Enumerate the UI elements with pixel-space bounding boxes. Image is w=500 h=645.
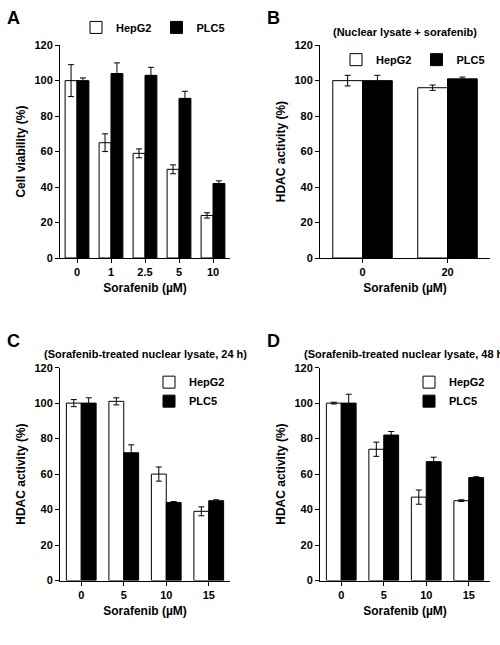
svg-text:60: 60 [301,145,313,157]
svg-text:10: 10 [160,589,172,601]
svg-text:2.5: 2.5 [137,266,152,278]
svg-text:0: 0 [47,574,53,586]
svg-text:(Sorafenib-treated nuclear lys: (Sorafenib-treated nuclear lysate, 24 h) [44,348,247,360]
svg-text:15: 15 [203,589,215,601]
svg-text:PLC5: PLC5 [449,395,477,407]
svg-text:40: 40 [41,503,53,515]
svg-text:10: 10 [420,589,432,601]
svg-text:80: 80 [41,110,53,122]
svg-text:A: A [7,8,20,28]
svg-text:HDAC activity (%): HDAC activity (%) [274,101,288,202]
svg-text:0: 0 [359,266,365,278]
svg-text:100: 100 [294,74,312,86]
svg-text:20: 20 [41,216,53,228]
svg-text:HepG2: HepG2 [116,22,151,34]
svg-text:60: 60 [41,468,53,480]
svg-text:10: 10 [207,266,219,278]
svg-text:(Nuclear lysate + sorafenib): (Nuclear lysate + sorafenib) [333,26,477,38]
svg-text:120: 120 [294,39,312,51]
svg-text:0: 0 [74,266,80,278]
svg-text:HepG2: HepG2 [449,376,484,388]
svg-text:20: 20 [301,216,313,228]
svg-text:PLC5: PLC5 [456,54,484,66]
svg-text:15: 15 [463,589,475,601]
svg-text:Sorafenib (µM): Sorafenib (µM) [363,604,447,618]
svg-text:80: 80 [41,432,53,444]
svg-text:HDAC activity (%): HDAC activity (%) [274,423,288,524]
svg-text:PLC5: PLC5 [196,22,224,34]
svg-text:120: 120 [34,362,52,374]
svg-text:0: 0 [307,252,313,264]
svg-text:60: 60 [301,468,313,480]
svg-text:B: B [267,8,280,28]
svg-text:Sorafenib (µM): Sorafenib (µM) [363,281,447,295]
svg-text:40: 40 [41,181,53,193]
svg-text:60: 60 [41,145,53,157]
svg-text:HepG2: HepG2 [376,54,411,66]
svg-text:120: 120 [294,362,312,374]
svg-text:40: 40 [301,503,313,515]
svg-text:D: D [267,331,280,351]
svg-text:Cell viability (%): Cell viability (%) [14,106,28,198]
svg-text:1: 1 [108,266,114,278]
svg-text:(Sorafenib-treated nuclear lys: (Sorafenib-treated nuclear lysate, 48 h) [304,348,500,360]
svg-text:100: 100 [294,397,312,409]
svg-text:20: 20 [41,539,53,551]
svg-text:Sorafenib (µM): Sorafenib (µM) [103,604,187,618]
svg-text:HepG2: HepG2 [189,376,224,388]
svg-text:120: 120 [34,39,52,51]
svg-text:C: C [7,331,20,351]
svg-text:0: 0 [78,589,84,601]
svg-text:PLC5: PLC5 [189,395,217,407]
svg-text:100: 100 [34,397,52,409]
svg-text:20: 20 [301,539,313,551]
svg-text:40: 40 [301,181,313,193]
svg-text:0: 0 [307,574,313,586]
svg-text:Sorafenib (µM): Sorafenib (µM) [103,281,187,295]
svg-text:100: 100 [34,74,52,86]
svg-text:HDAC activity (%): HDAC activity (%) [14,423,28,524]
svg-text:5: 5 [381,589,387,601]
svg-text:0: 0 [338,589,344,601]
svg-text:20: 20 [441,266,453,278]
svg-text:80: 80 [301,110,313,122]
svg-text:5: 5 [121,589,127,601]
svg-text:5: 5 [176,266,182,278]
svg-text:80: 80 [301,432,313,444]
svg-text:0: 0 [47,252,53,264]
